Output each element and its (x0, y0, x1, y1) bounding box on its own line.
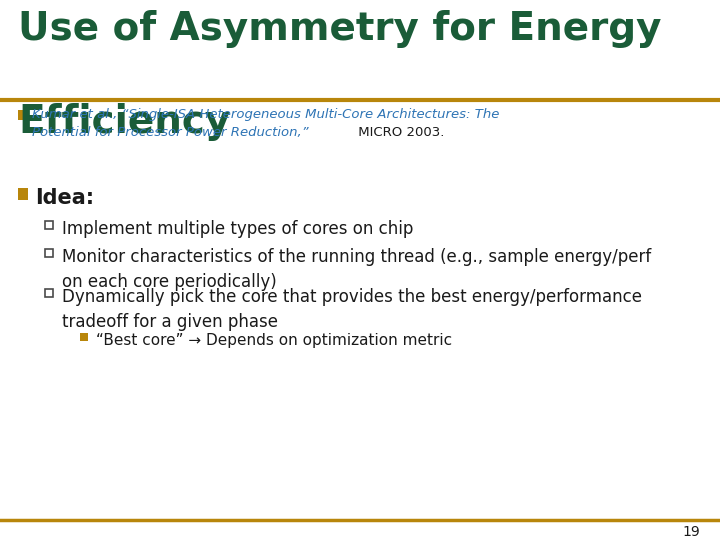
Text: Dynamically pick the core that provides the best energy/performance
tradeoff for: Dynamically pick the core that provides … (62, 288, 642, 331)
Text: “Best core” → Depends on optimization metric: “Best core” → Depends on optimization me… (96, 333, 452, 348)
Text: Efficiency: Efficiency (18, 103, 230, 141)
Text: MICRO 2003.: MICRO 2003. (354, 126, 444, 139)
Text: Monitor characteristics of the running thread (e.g., sample energy/perf
on each : Monitor characteristics of the running t… (62, 248, 652, 291)
Text: Implement multiple types of cores on chip: Implement multiple types of cores on chi… (62, 220, 413, 238)
FancyBboxPatch shape (18, 110, 26, 120)
FancyBboxPatch shape (45, 221, 53, 229)
Text: Potential for Processor Power Reduction,”: Potential for Processor Power Reduction,… (32, 126, 309, 139)
Text: 19: 19 (683, 525, 700, 539)
Text: Kumar et al., “Single-ISA Heterogeneous Multi-Core Architectures: The: Kumar et al., “Single-ISA Heterogeneous … (32, 108, 500, 121)
FancyBboxPatch shape (18, 188, 28, 200)
FancyBboxPatch shape (45, 289, 53, 297)
Text: Idea:: Idea: (35, 188, 94, 208)
FancyBboxPatch shape (80, 333, 88, 341)
Text: Use of Asymmetry for Energy: Use of Asymmetry for Energy (18, 10, 662, 48)
FancyBboxPatch shape (45, 249, 53, 257)
